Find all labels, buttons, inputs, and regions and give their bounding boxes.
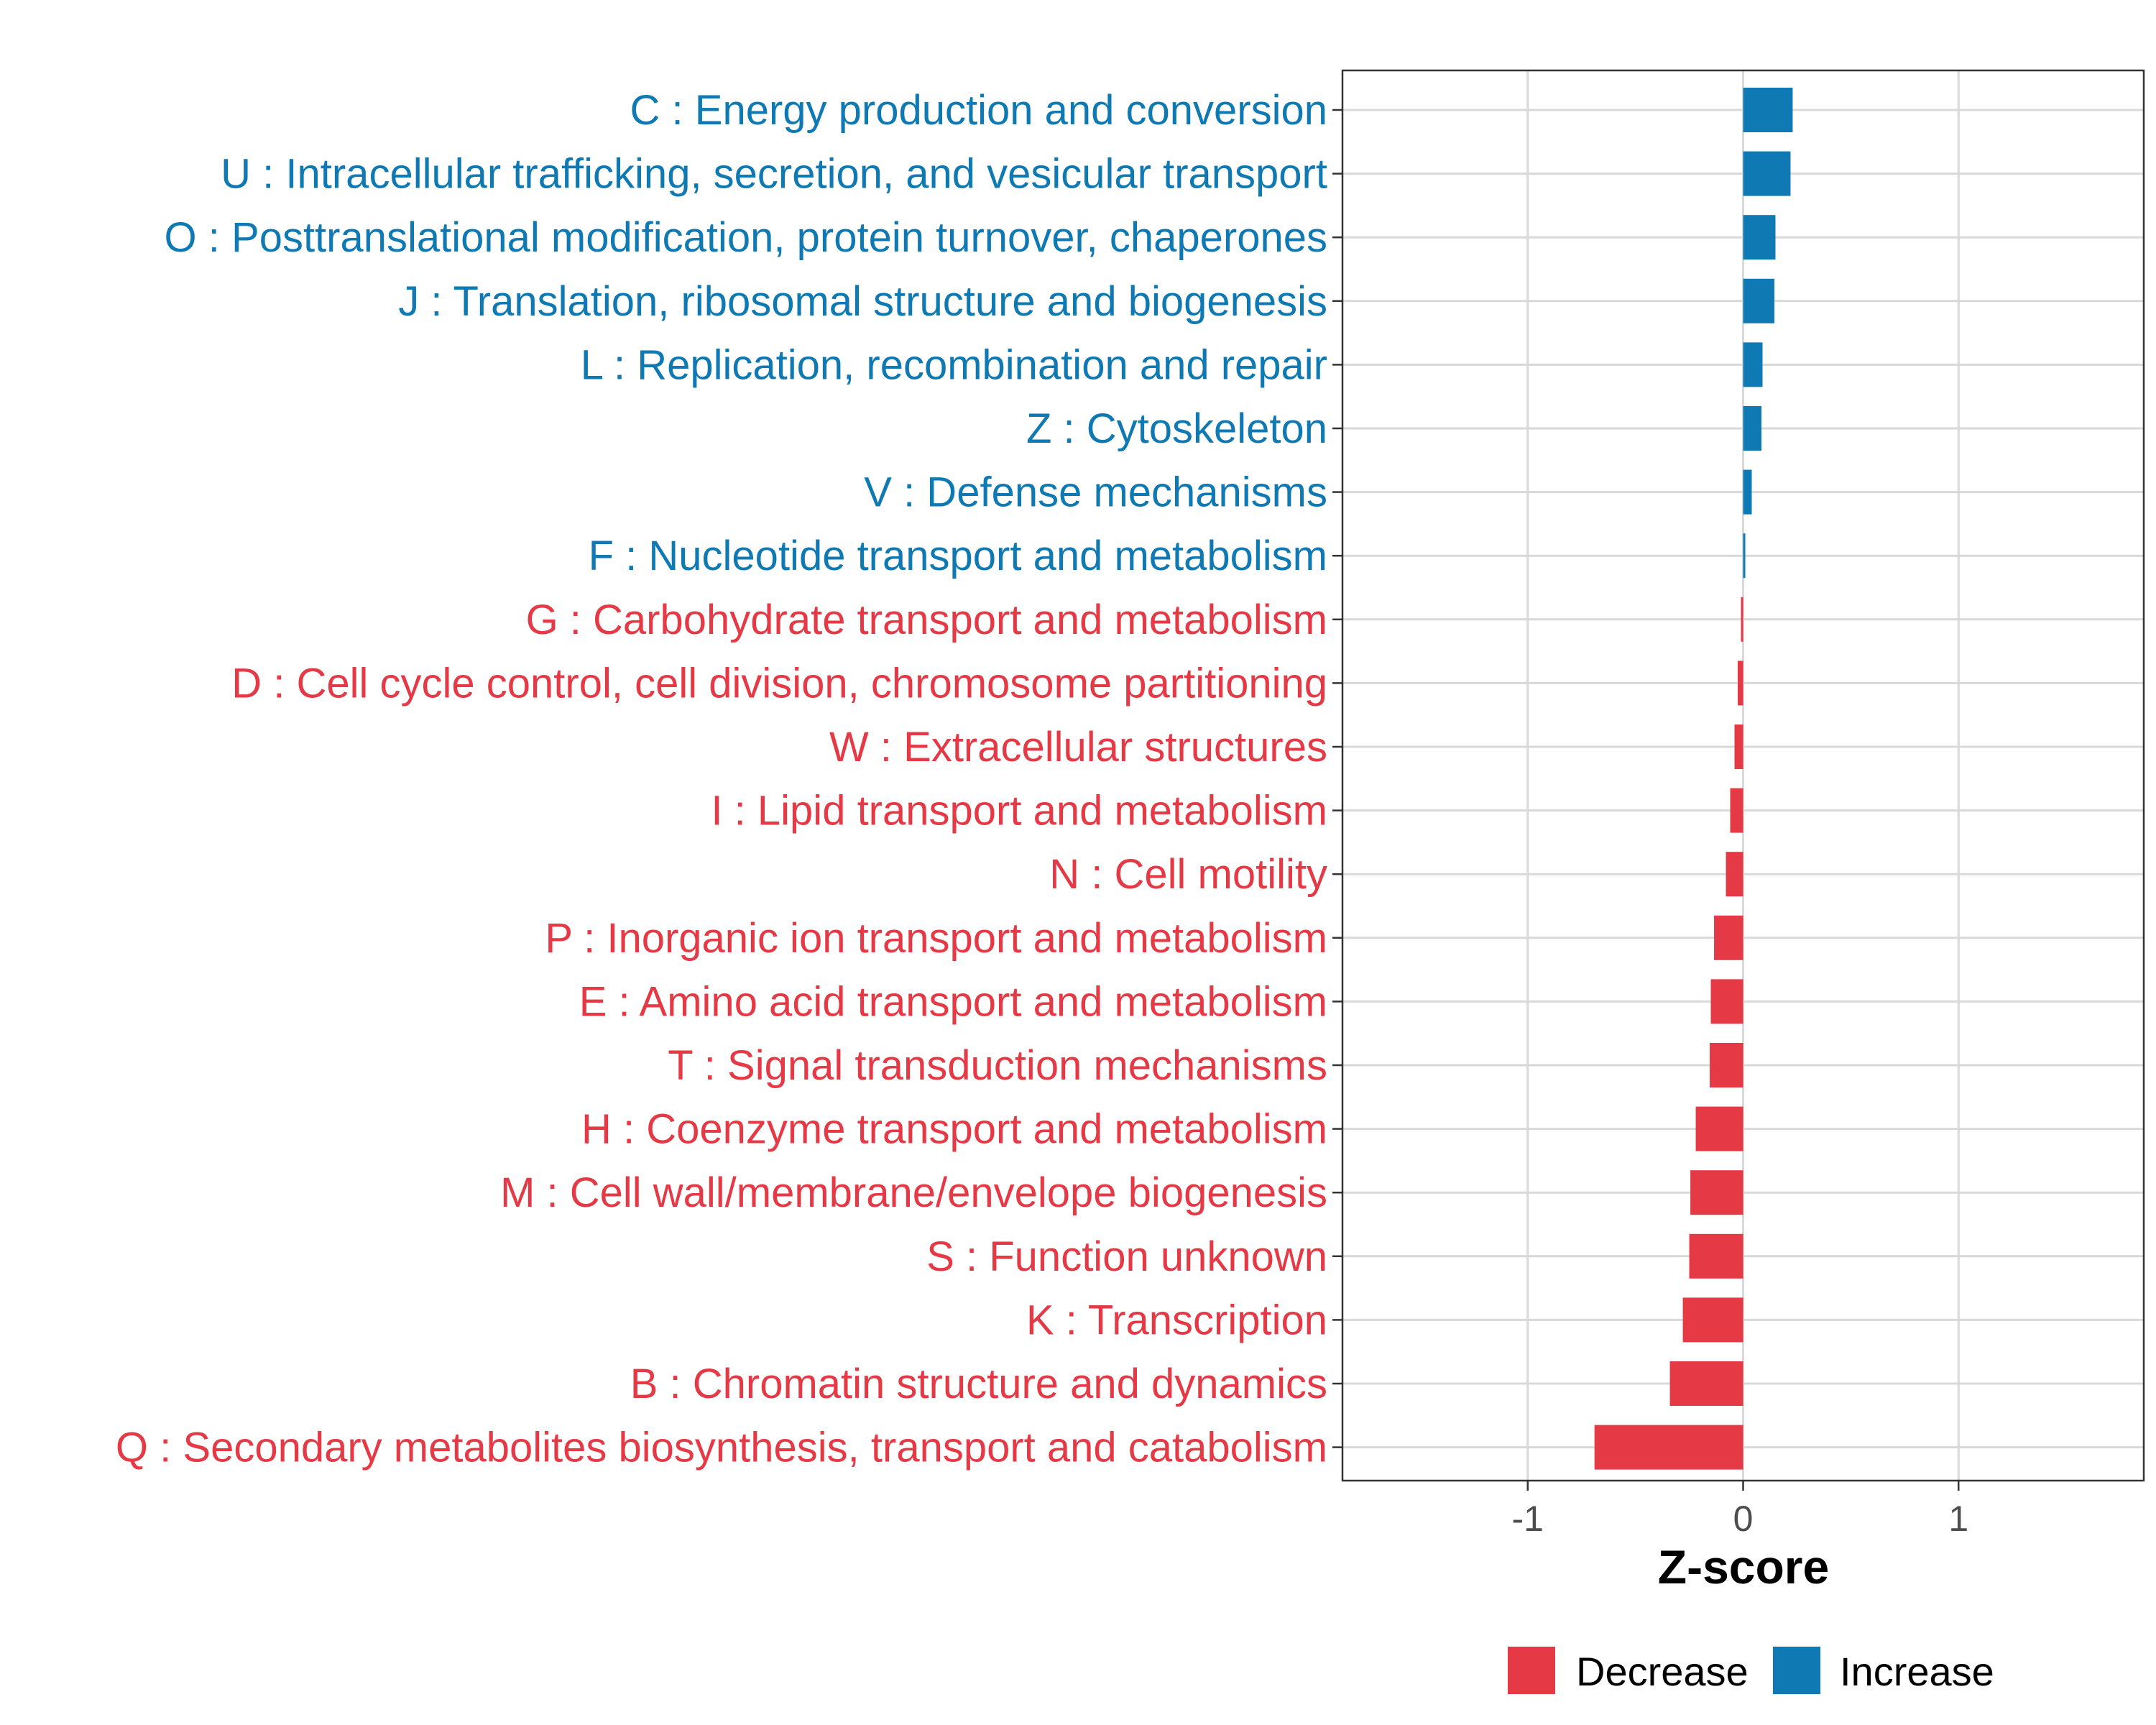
- category-label: B : Chromatin structure and dynamics: [630, 1361, 1327, 1407]
- category-label: P : Inorganic ion transport and metaboli…: [545, 915, 1327, 962]
- bar: [1669, 1361, 1743, 1406]
- bar: [1743, 533, 1746, 579]
- bar: [1734, 724, 1743, 769]
- bar: [1743, 278, 1774, 323]
- category-label: G : Carbohydrate transport and metabolis…: [526, 597, 1327, 643]
- category-label: F : Nucleotide transport and metabolism: [589, 533, 1327, 579]
- bar: [1726, 852, 1743, 897]
- x-axis-title: Z-score: [1658, 1540, 1829, 1593]
- category-label: L : Replication, recombination and repai…: [581, 341, 1327, 388]
- category-label: C : Energy production and conversion: [630, 87, 1327, 134]
- bars: [1594, 88, 1793, 1470]
- x-tick-label: 0: [1733, 1499, 1754, 1539]
- bar: [1743, 406, 1761, 451]
- bar: [1710, 979, 1743, 1024]
- category-label: Z : Cytoskeleton: [1026, 405, 1327, 452]
- category-label: S : Function unknown: [926, 1233, 1327, 1280]
- category-label: D : Cell cycle control, cell division, c…: [231, 660, 1327, 707]
- category-label: Q : Secondary metabolites biosynthesis, …: [116, 1425, 1327, 1471]
- category-labels: C : Energy production and conversion U : …: [116, 87, 1327, 1471]
- bar: [1738, 661, 1743, 706]
- legend-label-decrease: Decrease: [1576, 1649, 1749, 1694]
- bar: [1743, 151, 1791, 196]
- bar: [1743, 88, 1793, 132]
- bar: [1690, 1170, 1743, 1215]
- category-label: V : Defense mechanisms: [864, 469, 1327, 516]
- category-label: O : Posttranslational modification, prot…: [165, 214, 1327, 261]
- category-label: K : Transcription: [1026, 1297, 1327, 1343]
- category-label: W : Extracellular structures: [829, 724, 1327, 770]
- legend-swatch-increase: [1773, 1647, 1820, 1694]
- category-label: T : Signal transduction mechanisms: [668, 1042, 1327, 1089]
- category-label: U : Intracellular trafficking, secretion…: [221, 151, 1327, 198]
- x-tick-label: -1: [1512, 1499, 1544, 1539]
- x-axis-ticks: -1 0 1: [1332, 109, 1968, 1539]
- legend-label-increase: Increase: [1840, 1649, 1994, 1694]
- bar: [1594, 1425, 1743, 1470]
- category-label: I : Lipid transport and metabolism: [711, 788, 1327, 834]
- bar: [1695, 1106, 1743, 1151]
- legend-swatch-decrease: [1508, 1647, 1555, 1694]
- category-label: M : Cell wall/membrane/envelope biogenes…: [500, 1169, 1327, 1216]
- bar: [1710, 1043, 1743, 1087]
- category-label: N : Cell motility: [1049, 851, 1327, 898]
- bar: [1743, 215, 1776, 260]
- bar: [1741, 597, 1743, 642]
- x-tick-label: 1: [1948, 1499, 1968, 1539]
- bar: [1743, 469, 1752, 515]
- bar: [1714, 915, 1743, 960]
- bar: [1743, 342, 1763, 387]
- legend: Decrease Increase: [1508, 1647, 1994, 1694]
- bar: [1682, 1297, 1743, 1343]
- bar: [1730, 788, 1743, 833]
- category-label: E : Amino acid transport and metabolism: [579, 978, 1327, 1025]
- bar: [1689, 1233, 1743, 1279]
- category-label: J : Translation, ribosomal structure and…: [398, 278, 1327, 325]
- category-label: H : Coenzyme transport and metabolism: [581, 1106, 1327, 1153]
